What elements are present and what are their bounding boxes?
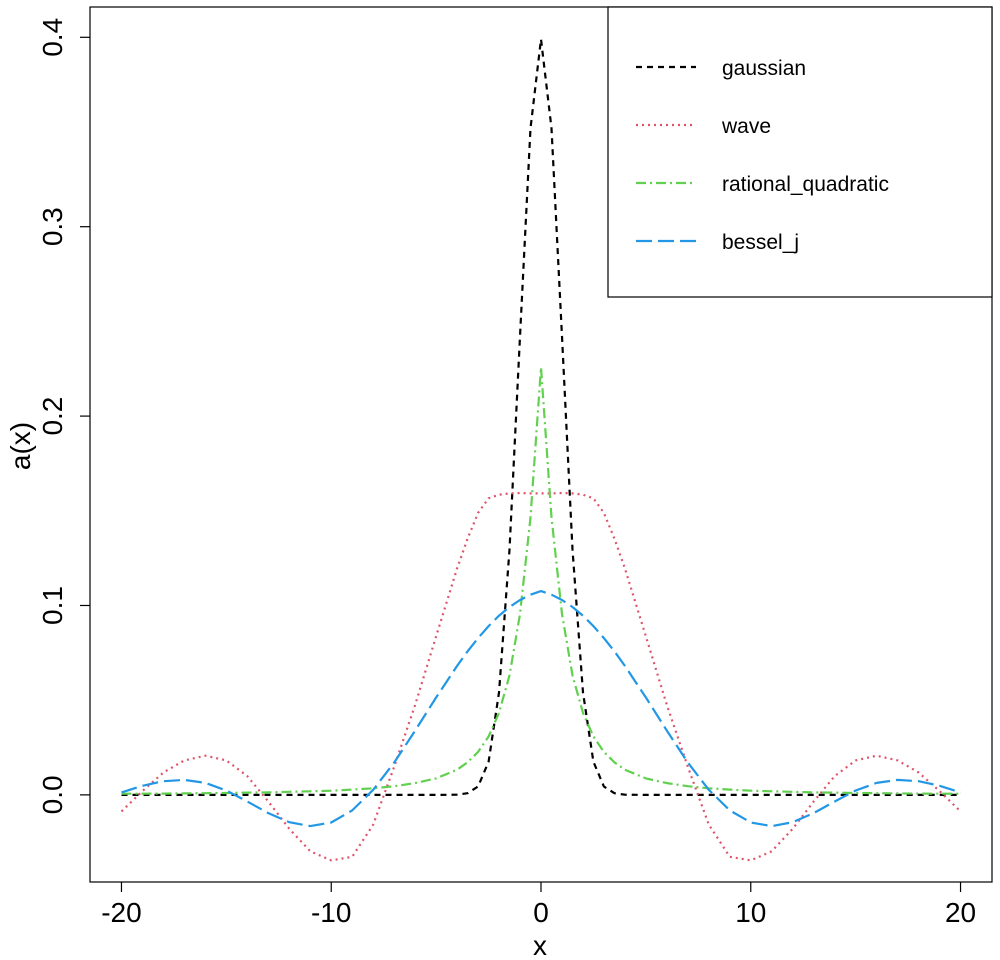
x-axis: -20 -10 0 10 20 [101,882,976,928]
y-tick-label: 0.0 [37,775,68,814]
x-tick-label: -10 [311,897,351,928]
y-tick-label: 0.4 [37,18,68,57]
series-lines [120,38,962,862]
y-tick-label: 0.2 [37,397,68,436]
series-line-bessel-j [121,589,961,828]
legend-label-gaussian: gaussian [722,57,806,80]
x-tick-label: -20 [101,897,141,928]
y-tick-label: 0.3 [37,207,68,246]
series-line-rational-quadratic [121,366,961,795]
x-tick-label: 20 [945,897,976,928]
legend-label-bessel-j: bessel_j [722,231,799,254]
x-tick-label: 10 [735,897,766,928]
y-axis-label: a(x) [5,422,36,470]
x-tick-label: 0 [533,897,549,928]
legend-label-wave: wave [721,115,771,138]
legend: gaussian wave rational_quadratic bessel_j [607,6,993,298]
y-tick-label: 0.1 [37,586,68,625]
x-axis-label: x [533,930,547,960]
legend-label-rational-quadratic: rational_quadratic [722,173,889,196]
legend-box [607,6,993,298]
series-line-wave [120,491,962,862]
y-axis: 0.0 0.1 0.2 0.3 0.4 [37,18,90,814]
series-line-gaussian [121,38,961,797]
